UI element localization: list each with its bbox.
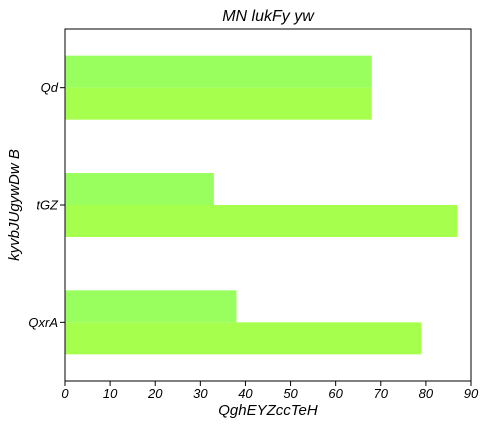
bar-QxrA-1	[65, 290, 237, 323]
x-tick-label: 0	[61, 386, 69, 401]
bar-QxrA-2	[65, 322, 422, 355]
ticks-layer: Qd tGZ QxrA 0 10 20 30 40 50 60 70 80 90	[28, 80, 479, 401]
bar-tGZ-1	[65, 173, 214, 205]
y-tick-label: Qd	[41, 80, 59, 95]
x-tick-label: 90	[464, 386, 479, 401]
x-tick-label: 80	[419, 386, 434, 401]
x-tick-label: 60	[328, 386, 343, 401]
x-axis-label: QghEYZccTeH	[218, 402, 318, 419]
x-tick-label: 70	[374, 386, 389, 401]
bar-Qd-1	[65, 55, 372, 88]
y-axis-label: kyvbJUgywDw B	[6, 149, 23, 261]
x-tick-label: 10	[103, 386, 118, 401]
x-tick-label: 50	[283, 386, 298, 401]
x-tick-label: 20	[147, 386, 163, 401]
x-tick-label: 40	[238, 386, 253, 401]
bar-Qd-2	[65, 87, 372, 120]
chart-title: MN lukFy yw	[222, 8, 315, 25]
bars-layer	[65, 55, 458, 355]
y-tick-label: QxrA	[28, 315, 58, 330]
bar-tGZ-2	[65, 205, 458, 237]
x-tick-label: 30	[193, 386, 208, 401]
y-tick-label: tGZ	[36, 198, 59, 213]
